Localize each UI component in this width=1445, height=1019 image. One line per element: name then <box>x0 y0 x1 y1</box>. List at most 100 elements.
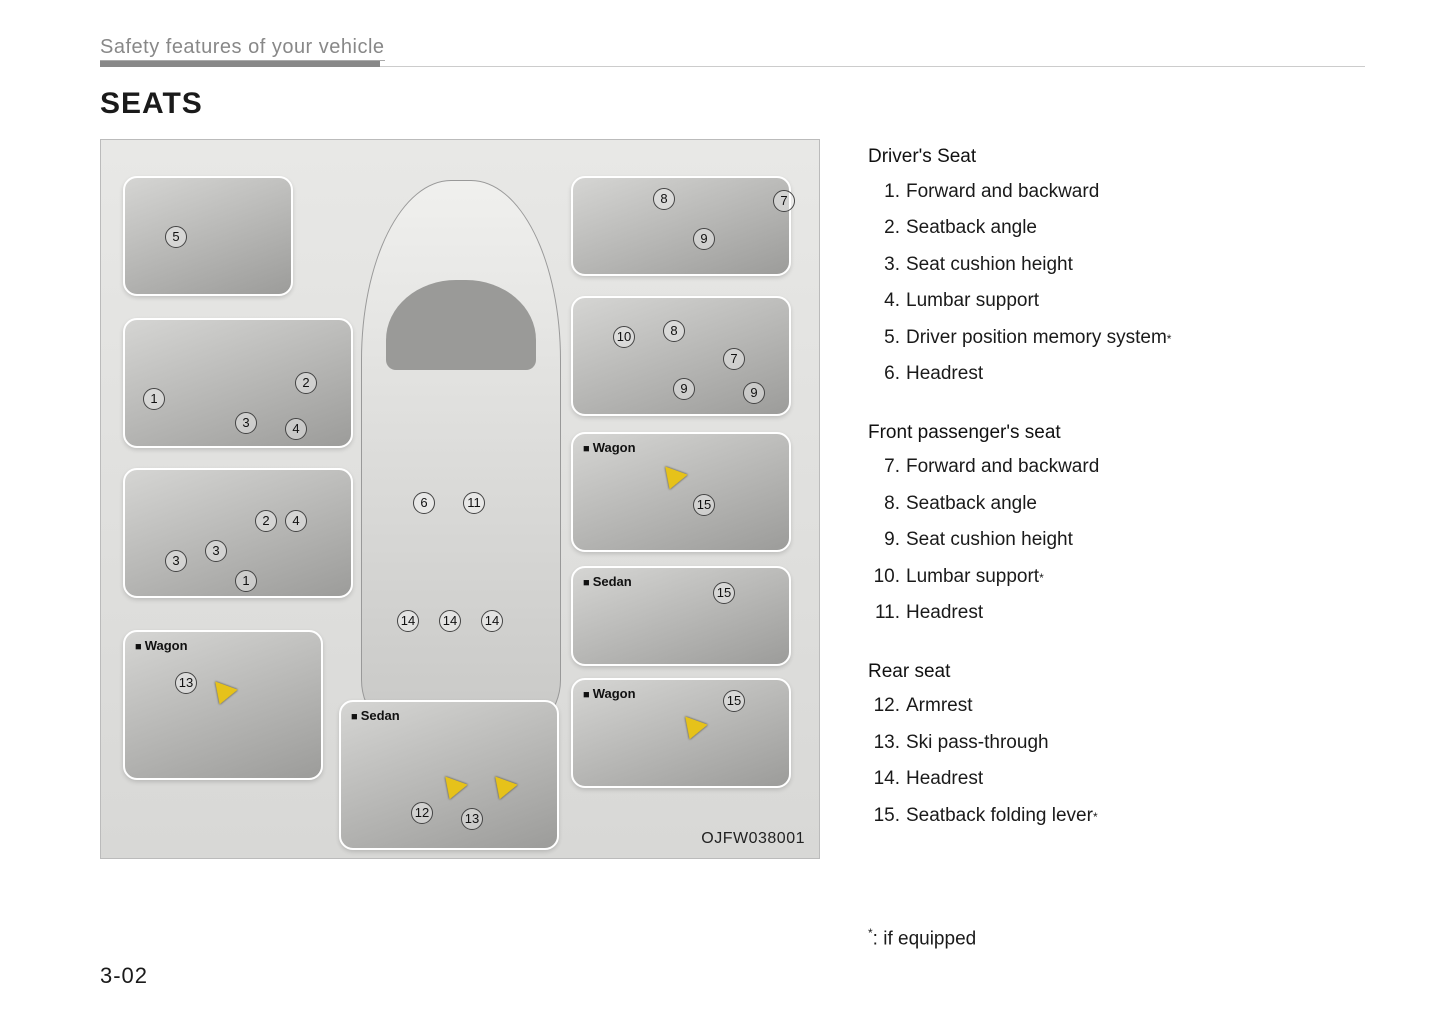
legend-item: 5.Driver position memory system* <box>868 320 1365 357</box>
legend-item-text: Armrest <box>906 692 973 721</box>
callout-number: 6 <box>413 492 435 514</box>
legend-list: 12.Armrest13.Ski pass-through14.Headrest… <box>868 688 1365 834</box>
header-rule <box>100 59 1365 67</box>
callout-number: 8 <box>663 320 685 342</box>
legend-group-title: Rear seat <box>868 658 1365 687</box>
legend-item-number: 10. <box>868 563 900 592</box>
callout-number: 9 <box>673 378 695 400</box>
callout-number: 3 <box>205 540 227 562</box>
car-body-shape <box>361 180 561 740</box>
legend-item: 10.Lumbar support* <box>868 559 1365 596</box>
legend-item: 9.Seat cushion height <box>868 522 1365 559</box>
legend-item-text: Lumbar support <box>906 287 1039 316</box>
legend-item-number: 2. <box>868 214 900 243</box>
callout-number: 15 <box>723 690 745 712</box>
callout-number: 3 <box>235 412 257 434</box>
legend-item-number: 7. <box>868 453 900 482</box>
legend-item-text: Seat cushion height <box>906 251 1073 280</box>
legend-list: 7.Forward and backward8.Seatback angle9.… <box>868 449 1365 632</box>
legend-item-text: Seatback angle <box>906 214 1037 243</box>
callout-number: 8 <box>653 188 675 210</box>
callout-number: 15 <box>693 494 715 516</box>
legend-item-text: Headrest <box>906 599 983 628</box>
callout-number: 1 <box>235 570 257 592</box>
legend-item: 2.Seatback angle <box>868 210 1365 247</box>
inset-variant-label: Wagon <box>135 638 188 653</box>
callout-number: 11 <box>463 492 485 514</box>
section-label: Safety features of your vehicle <box>100 36 385 61</box>
legend-item-text: Ski pass-through <box>906 729 1049 758</box>
legend-item: 12.Armrest <box>868 688 1365 725</box>
diagram-inset: Sedan 15 <box>571 566 791 666</box>
callout-number: 5 <box>165 226 187 248</box>
legend-item: 15.Seatback folding lever* <box>868 798 1365 835</box>
callout-number: 10 <box>613 326 635 348</box>
content-row: OJFW038001 5123412334Wagon13897108799Wag… <box>100 139 1365 954</box>
page-title: SEATS <box>100 87 1365 121</box>
legend-item-number: 5. <box>868 324 900 353</box>
seat-diagram: OJFW038001 5123412334Wagon13897108799Wag… <box>100 139 820 859</box>
callout-number: 7 <box>773 190 795 212</box>
legend-item: 6.Headrest <box>868 356 1365 393</box>
callout-number: 3 <box>165 550 187 572</box>
inset-variant-label: Sedan <box>351 708 400 723</box>
legend-item-text: Seatback folding lever <box>906 802 1093 831</box>
inset-variant-label: Wagon <box>583 440 636 455</box>
callout-number: 9 <box>743 382 765 404</box>
legend-item-text: Forward and backward <box>906 453 1099 482</box>
inset-variant-label: Wagon <box>583 686 636 701</box>
diagram-inset: 1 2 3 4 <box>123 318 353 448</box>
legend-item-text: Headrest <box>906 765 983 794</box>
legend-item-number: 14. <box>868 765 900 794</box>
callout-number: 15 <box>713 582 735 604</box>
legend-item: 14.Headrest <box>868 761 1365 798</box>
legend-item-number: 3. <box>868 251 900 280</box>
callout-number: 13 <box>461 808 483 830</box>
diagram-inset: 1 2 33 4 <box>123 468 353 598</box>
legend-group-title: Driver's Seat <box>868 143 1365 172</box>
callout-number: 14 <box>481 610 503 632</box>
legend-list: 1.Forward and backward2.Seatback angle3.… <box>868 174 1365 393</box>
callout-number: 12 <box>411 802 433 824</box>
legend-item: 8.Seatback angle <box>868 486 1365 523</box>
callout-number: 14 <box>397 610 419 632</box>
legend-item-text: Seat cushion height <box>906 526 1073 555</box>
footnote: *: if equipped <box>868 924 1365 954</box>
legend-item-text: Driver position memory system <box>906 324 1167 353</box>
page-number: 3-02 <box>100 963 148 989</box>
header: Safety features of your vehicle <box>100 36 1365 59</box>
image-code: OJFW038001 <box>701 830 805 848</box>
manual-page: Safety features of your vehicle SEATS OJ… <box>0 0 1445 954</box>
callout-number: 14 <box>439 610 461 632</box>
legend-item: 11.Headrest <box>868 595 1365 632</box>
diagram-inset: 5 <box>123 176 293 296</box>
callout-number: 13 <box>175 672 197 694</box>
legend-item-number: 1. <box>868 178 900 207</box>
legend-item: 13.Ski pass-through <box>868 725 1365 762</box>
legend-item-sup: * <box>1167 330 1172 348</box>
callout-number: 2 <box>295 372 317 394</box>
legend-item: 4.Lumbar support <box>868 283 1365 320</box>
callout-number: 2 <box>255 510 277 532</box>
callout-number: 4 <box>285 418 307 440</box>
diagram-inset: Sedan 12 13 <box>339 700 559 850</box>
callout-number: 1 <box>143 388 165 410</box>
legend-item: 1.Forward and backward <box>868 174 1365 211</box>
legend-item-number: 15. <box>868 802 900 831</box>
legend-item-text: Headrest <box>906 360 983 389</box>
callout-number: 9 <box>693 228 715 250</box>
rule-thick <box>100 61 380 67</box>
callout-number: 7 <box>723 348 745 370</box>
legend-item-number: 8. <box>868 490 900 519</box>
callout-number: 4 <box>285 510 307 532</box>
legend-item-text: Seatback angle <box>906 490 1037 519</box>
footnote-text: : if equipped <box>873 928 977 949</box>
rule-thin <box>380 66 1365 67</box>
legend-item-text: Lumbar support <box>906 563 1039 592</box>
legend-item-number: 6. <box>868 360 900 389</box>
diagram-inset: 897 <box>571 176 791 276</box>
legend-item-number: 11. <box>868 599 900 628</box>
legend-item-sup: * <box>1093 808 1098 826</box>
inset-variant-label: Sedan <box>583 574 632 589</box>
legend-item-number: 13. <box>868 729 900 758</box>
